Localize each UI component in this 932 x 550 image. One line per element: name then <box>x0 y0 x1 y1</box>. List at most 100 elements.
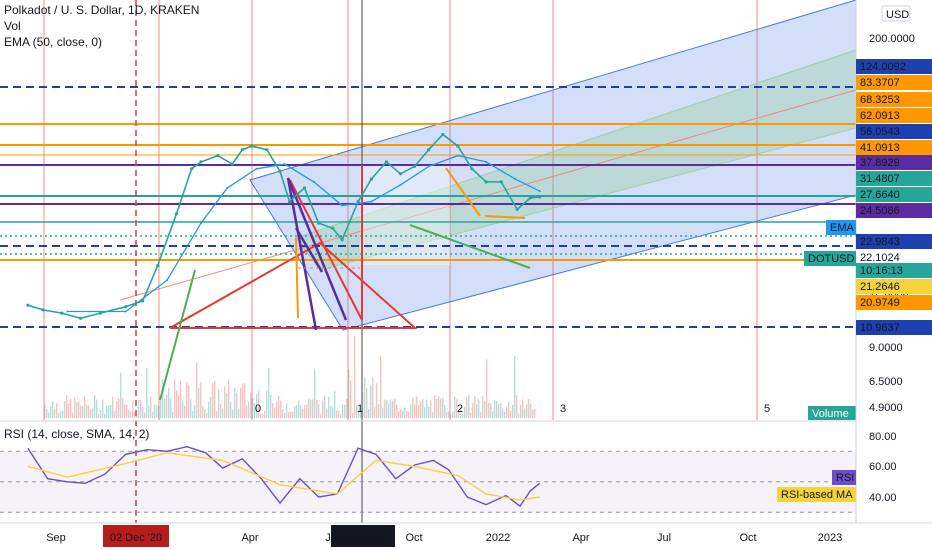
volume-bar <box>100 409 102 418</box>
volume-bar <box>170 398 172 418</box>
price-label-bg <box>856 187 932 202</box>
currency-label: USD <box>886 9 909 21</box>
volume-bar <box>310 399 312 418</box>
purple-fan-1 <box>286 177 318 331</box>
volume-bar <box>528 399 530 418</box>
volume-bar <box>470 412 472 418</box>
volume-bar <box>384 399 386 418</box>
volume-bar <box>190 399 192 418</box>
volume-bar <box>244 382 246 418</box>
volume-bar <box>198 388 200 418</box>
series-point-price <box>317 221 321 225</box>
cycle-label-3: 3 <box>560 403 566 415</box>
volume-bar <box>128 409 130 418</box>
volume-bar <box>526 404 528 418</box>
price-label: 124.0092 <box>860 61 906 73</box>
volume-bar <box>212 382 214 418</box>
volume-bar <box>490 403 492 418</box>
price-label-bg <box>856 234 932 249</box>
cycle-label-1: 1 <box>357 403 363 415</box>
green-trend-1 <box>409 224 531 269</box>
volume-bar <box>164 398 166 418</box>
volume-bar <box>390 399 392 418</box>
volume-bar <box>366 388 368 418</box>
series-point-price <box>356 200 360 204</box>
volume-bar <box>368 408 370 418</box>
volume-bar <box>76 402 78 418</box>
volume-bar <box>452 411 454 418</box>
series-point-ema <box>538 190 541 193</box>
volume-bar <box>280 400 282 418</box>
volume-bar <box>316 400 318 418</box>
volume-bar <box>112 396 114 418</box>
volume-bar <box>396 404 398 418</box>
volume-bar <box>132 401 134 418</box>
volume-bar <box>340 413 342 418</box>
volume-bar <box>416 396 418 418</box>
rsi-tick-label: 80.00 <box>869 431 897 443</box>
series-point-price <box>441 132 445 137</box>
series-point-price <box>60 311 64 315</box>
volume-bar <box>276 401 278 418</box>
volume-bar <box>514 356 516 418</box>
series-point-price <box>528 196 532 200</box>
series-point-price <box>287 200 292 204</box>
volume-bar <box>278 395 280 418</box>
volume-bar <box>330 406 332 418</box>
volume-bar <box>224 386 226 418</box>
series-point-price <box>124 305 128 309</box>
x-tick-label: Oct <box>405 532 422 544</box>
volume-bar <box>410 404 412 418</box>
volume-bar <box>388 403 390 418</box>
volume-bar <box>358 409 360 418</box>
price-label-bg <box>856 171 932 186</box>
volume-bar <box>430 400 432 418</box>
y-tick-label: 9.0000 <box>869 342 903 354</box>
volume-bar <box>420 401 422 418</box>
series-point-price <box>515 207 519 211</box>
volume-bar <box>184 405 186 418</box>
volume-bar <box>98 413 100 418</box>
price-label: 83.3707 <box>860 77 900 89</box>
rsi-pane-background <box>0 421 856 523</box>
volume-bar <box>322 400 324 418</box>
volume-bar <box>228 380 230 418</box>
volume-bar <box>110 404 112 418</box>
volume-bar <box>136 413 138 418</box>
volume-bar <box>364 377 366 418</box>
series-point-price <box>41 308 45 312</box>
price-label: EMA <box>830 222 855 234</box>
volume-bar <box>498 404 500 418</box>
series-point-price <box>240 148 244 152</box>
volume-bar <box>130 411 132 418</box>
volume-bar <box>300 405 302 418</box>
volume-bar <box>370 384 372 418</box>
y-tick-label: 6.5000 <box>869 376 903 388</box>
volume-bar <box>160 398 162 418</box>
volume-bar <box>378 404 380 418</box>
volume-label: Volume <box>812 408 849 420</box>
cycle-label-2: 2 <box>457 403 463 415</box>
volume-bar <box>394 398 396 418</box>
price-label-bg <box>856 295 932 310</box>
price-label-bg <box>804 251 856 266</box>
volume-bar <box>202 406 204 418</box>
volume-bar <box>478 399 480 418</box>
volume-bar <box>50 406 52 418</box>
series-point-price <box>398 172 403 176</box>
x-tick-label: Apr <box>241 532 258 544</box>
volume-bar <box>82 406 84 418</box>
volume-bar <box>306 404 308 418</box>
series-point-price <box>156 264 160 268</box>
volume-bar <box>320 413 322 418</box>
volume-bar <box>272 403 274 418</box>
series-point-ema <box>456 154 459 157</box>
volume-bar <box>242 383 244 418</box>
volume-bar <box>314 368 316 418</box>
volume-bar <box>288 412 290 418</box>
volume-bar <box>468 395 470 418</box>
volume-bar <box>220 404 222 418</box>
volume-bar <box>382 407 384 418</box>
